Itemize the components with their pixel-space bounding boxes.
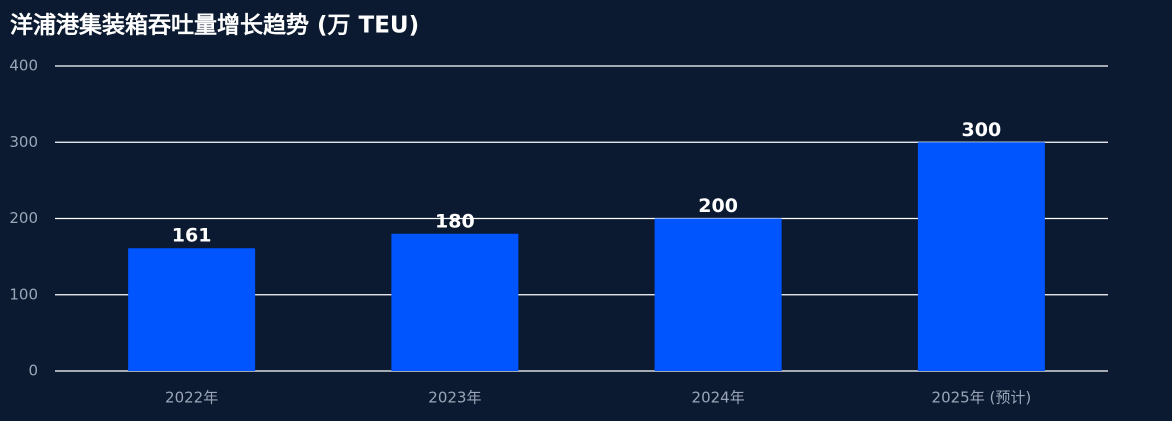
value-label: 161 — [172, 225, 212, 247]
y-tick-label: 100 — [9, 285, 38, 303]
value-label: 300 — [962, 119, 1002, 141]
bar — [917, 142, 1045, 371]
bar — [654, 218, 782, 371]
x-tick-label: 2024年 — [692, 389, 745, 407]
y-tick-label: 300 — [9, 133, 38, 151]
y-tick-label: 400 — [9, 57, 38, 75]
value-label: 180 — [435, 210, 475, 232]
value-label: 200 — [698, 195, 738, 217]
x-tick-label: 2022年 — [165, 389, 218, 407]
x-tick-label: 2025年 (预计) — [932, 389, 1032, 407]
y-tick-label: 0 — [28, 362, 38, 380]
bar — [128, 248, 256, 371]
x-tick-label: 2023年 — [428, 389, 481, 407]
bar — [391, 233, 519, 371]
y-tick-label: 200 — [9, 209, 38, 227]
chart-title: 洋浦港集装箱吞吐量增长趋势 (万 TEU) — [10, 12, 419, 39]
